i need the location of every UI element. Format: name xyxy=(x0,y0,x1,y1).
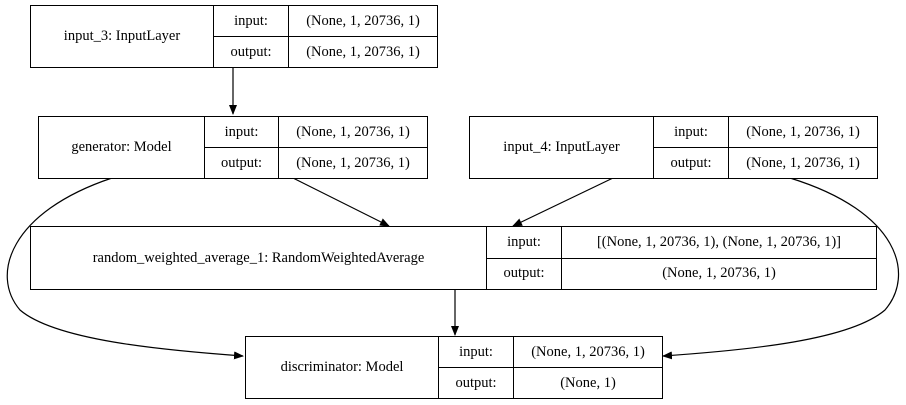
node-random-weighted-average-1: random_weighted_average_1: RandomWeighte… xyxy=(30,226,877,290)
edge-generator-to-discriminator xyxy=(6,177,244,360)
input-label: input: xyxy=(224,123,259,140)
output-label: output: xyxy=(214,36,288,67)
input-shape: (None, 1, 20736, 1) xyxy=(746,123,860,140)
node-name: discriminator: Model xyxy=(246,337,439,398)
output-shape: (None, 1, 20736, 1) xyxy=(729,147,877,178)
output-shape: (None, 1) xyxy=(514,367,662,398)
output-label: output: xyxy=(487,257,561,290)
node-name: input_4: InputLayer xyxy=(470,117,654,178)
edge-generator-to-rwa xyxy=(292,177,390,227)
node-input-3: input_3: InputLayer input: output: (None… xyxy=(30,5,438,68)
output-label: output: xyxy=(654,147,728,178)
input-shape: (None, 1, 20736, 1) xyxy=(296,123,410,140)
node-name: generator: Model xyxy=(39,117,205,178)
input-shape: (None, 1, 20736, 1) xyxy=(306,12,420,29)
input-shape: (None, 1, 20736, 1) xyxy=(531,343,645,360)
input-label: input: xyxy=(674,123,708,140)
input-label: input: xyxy=(234,12,268,29)
output-shape: (None, 1, 20736, 1) xyxy=(279,147,427,178)
output-label: output: xyxy=(439,367,513,398)
node-name: random_weighted_average_1: RandomWeighte… xyxy=(31,227,487,289)
input-label: input: xyxy=(507,233,541,250)
node-name: input_3: InputLayer xyxy=(31,6,214,67)
edge-input4-to-discriminator xyxy=(662,177,900,360)
edge-input4-to-rwa xyxy=(512,177,614,227)
node-discriminator: discriminator: Model input: output: (Non… xyxy=(245,336,663,399)
output-label: output: xyxy=(205,147,278,178)
output-shape: (None, 1, 20736, 1) xyxy=(562,257,876,290)
input-shape: [(None, 1, 20736, 1), (None, 1, 20736, 1… xyxy=(596,233,842,250)
output-shape: (None, 1, 20736, 1) xyxy=(289,36,437,67)
node-generator: generator: Model input: output: (None, 1… xyxy=(38,116,428,179)
node-input-4: input_4: InputLayer input: output: (None… xyxy=(469,116,878,179)
input-label: input: xyxy=(459,343,493,360)
